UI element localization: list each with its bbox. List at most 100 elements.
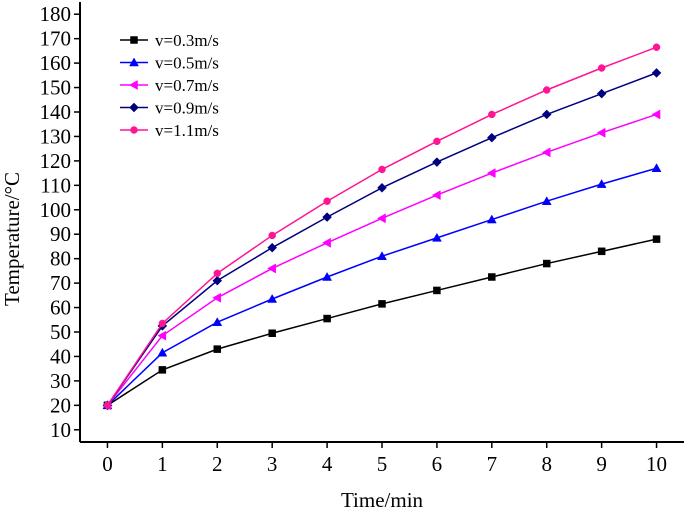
series-line xyxy=(107,238,657,406)
data-point xyxy=(322,237,331,248)
data-point xyxy=(212,275,223,286)
data-point xyxy=(323,197,331,205)
data-point xyxy=(431,232,442,242)
data-point xyxy=(651,163,662,172)
data-point xyxy=(651,109,661,120)
data-point xyxy=(377,251,387,260)
data-point xyxy=(212,292,222,303)
data-point xyxy=(158,319,167,328)
y-tick-label: 110 xyxy=(40,173,71,197)
data-point xyxy=(323,314,331,323)
y-tick-label: 180 xyxy=(40,2,72,26)
y-tick-label: 140 xyxy=(40,100,72,124)
y-tick-label: 70 xyxy=(50,271,71,295)
series-5 xyxy=(103,43,661,410)
data-point xyxy=(322,271,333,281)
data-point xyxy=(541,147,551,158)
data-point xyxy=(212,317,223,326)
series-2 xyxy=(102,163,662,410)
data-point xyxy=(268,329,276,337)
legend-label: v=0.9m/s xyxy=(155,99,219,118)
series-1 xyxy=(103,235,661,410)
y-tick-label: 160 xyxy=(40,51,72,75)
series-line xyxy=(106,167,657,406)
legend-item: v=0.3m/s xyxy=(120,31,219,50)
data-point xyxy=(486,132,497,143)
y-axis-title: Temperature/°C xyxy=(0,172,24,306)
legend-label: v=0.3m/s xyxy=(155,31,219,50)
data-point xyxy=(377,182,387,193)
x-tick-label: 4 xyxy=(322,452,333,476)
data-point xyxy=(488,273,496,281)
legend-marker xyxy=(130,126,138,134)
data-point xyxy=(431,190,441,201)
x-tick-label: 6 xyxy=(432,452,443,476)
y-tick-label: 90 xyxy=(50,222,71,246)
data-point xyxy=(596,88,607,99)
y-tick-label: 30 xyxy=(50,369,71,393)
data-point xyxy=(597,247,606,256)
data-point xyxy=(376,213,386,224)
legend-marker xyxy=(129,57,139,67)
y-tick-label: 150 xyxy=(40,76,72,100)
data-point xyxy=(486,168,496,179)
data-point xyxy=(268,231,276,240)
x-tick-label: 7 xyxy=(487,452,498,476)
y-tick-label: 20 xyxy=(50,393,71,417)
data-point xyxy=(597,64,606,72)
y-tick-label: 50 xyxy=(50,320,71,344)
data-point xyxy=(433,286,441,295)
x-tick-label: 2 xyxy=(212,452,223,476)
legend-marker xyxy=(129,102,139,113)
data-point xyxy=(486,214,497,224)
legend-item: v=0.5m/s xyxy=(120,54,219,73)
y-axis-ticks: 1020304050607080901001101201301401501601… xyxy=(40,2,80,442)
data-point xyxy=(267,293,278,303)
y-tick-label: 40 xyxy=(50,344,71,368)
data-point xyxy=(213,345,222,353)
data-point xyxy=(157,347,168,357)
data-point xyxy=(157,330,167,341)
data-point xyxy=(378,165,386,174)
data-point xyxy=(158,366,167,374)
data-point xyxy=(596,127,606,138)
data-point xyxy=(651,68,662,78)
y-tick-label: 10 xyxy=(50,418,71,442)
x-tick-label: 3 xyxy=(267,452,278,476)
x-tick-label: 1 xyxy=(157,452,168,476)
y-tick-label: 120 xyxy=(40,149,72,173)
data-point xyxy=(267,242,278,253)
x-tick-label: 9 xyxy=(596,452,607,476)
legend-label: v=0.7m/s xyxy=(155,76,219,95)
y-tick-label: 80 xyxy=(50,247,71,271)
data-point xyxy=(213,269,222,278)
x-tick-label: 8 xyxy=(541,452,552,476)
x-tick-label: 10 xyxy=(646,452,667,476)
data-point xyxy=(322,212,332,222)
x-axis-ticks: 0 1 2 3 4 5 6 7 8 9 10 xyxy=(102,442,667,476)
legend-label: v=0.5m/s xyxy=(155,54,219,73)
legend-item: v=0.9m/s xyxy=(120,99,219,118)
data-point xyxy=(652,235,661,243)
legend-item: v=1.1m/s xyxy=(120,121,219,140)
legend-marker xyxy=(128,80,138,90)
y-tick-label: 170 xyxy=(40,27,72,51)
series-4 xyxy=(102,68,662,411)
legend-marker xyxy=(130,36,138,44)
legend: v=0.3m/s v=0.5m/s v=0.7m/s v=0.9m/s v=1.1m/s xyxy=(120,31,219,140)
series-layer xyxy=(102,43,662,411)
y-tick-label: 60 xyxy=(50,296,71,320)
y-tick-label: 130 xyxy=(40,124,72,148)
data-point xyxy=(652,43,661,51)
data-point xyxy=(433,137,441,146)
data-point xyxy=(542,86,551,94)
legend-item: v=0.7m/s xyxy=(120,76,219,95)
data-point xyxy=(103,401,112,410)
data-point xyxy=(488,110,496,119)
x-axis-title: Time/min xyxy=(341,488,424,511)
legend-label: v=1.1m/s xyxy=(155,121,219,140)
data-point xyxy=(432,157,442,167)
data-point xyxy=(541,196,552,205)
data-point xyxy=(541,109,552,120)
